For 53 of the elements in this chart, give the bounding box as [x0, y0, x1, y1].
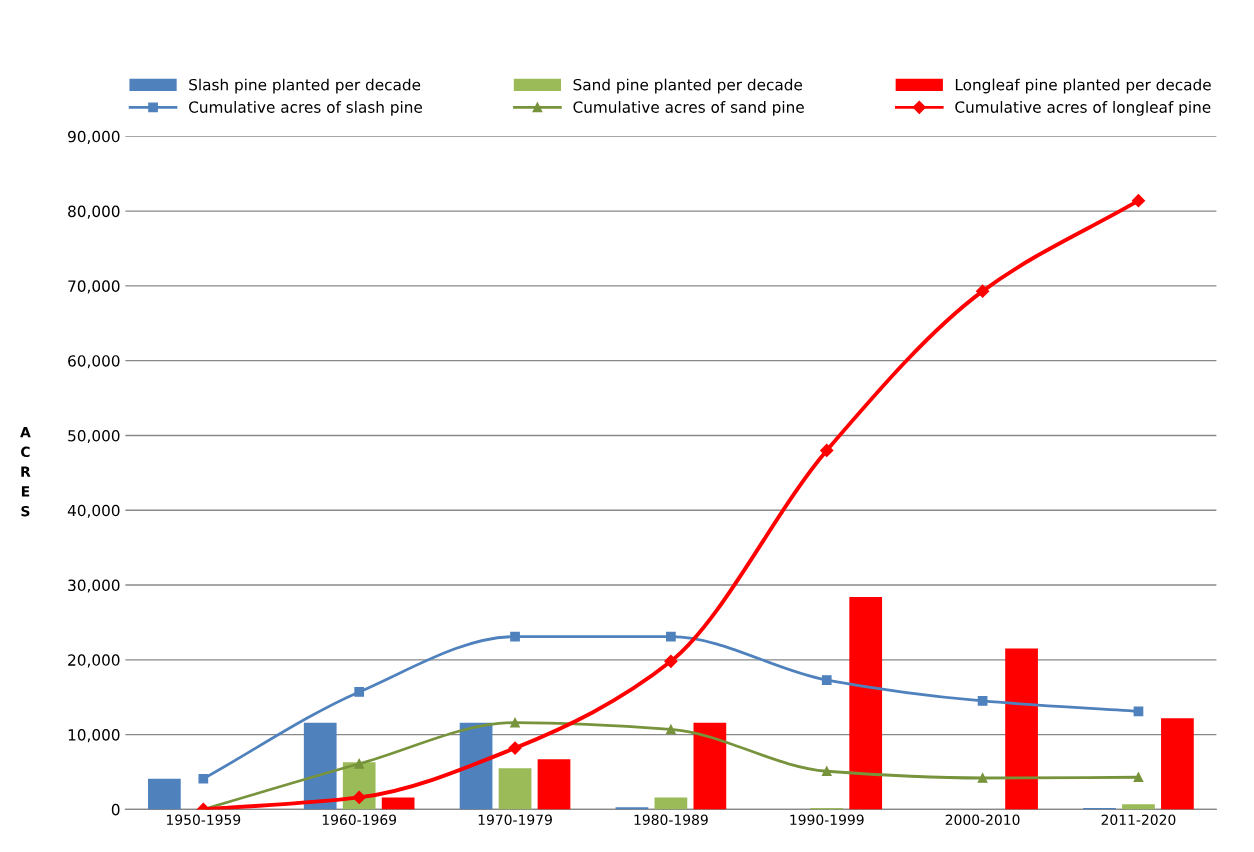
point	[1133, 772, 1144, 783]
point	[198, 773, 209, 784]
bar	[1005, 648, 1038, 810]
bar	[498, 768, 532, 810]
bar	[693, 722, 727, 810]
point	[821, 766, 832, 777]
y-tick-label: 50,000	[68, 429, 120, 444]
point	[820, 443, 834, 458]
point	[352, 790, 366, 805]
legend-label: Sand pine planted per decade	[573, 78, 803, 94]
point	[354, 758, 365, 769]
y-tick-label: 90,000	[68, 130, 120, 144]
x-tick-label: 1990-1999	[790, 814, 864, 826]
point	[666, 724, 676, 735]
point	[666, 631, 676, 642]
bar	[1161, 718, 1194, 810]
y-tick-label: 30,000	[68, 579, 120, 593]
x-tick-label: 2011-2020	[1101, 814, 1176, 826]
bar	[537, 759, 571, 810]
y-tick-label: 20,000	[68, 654, 120, 668]
x-tick-label: 1960-1969	[322, 814, 397, 826]
point	[510, 631, 520, 642]
point	[664, 654, 678, 668]
point	[510, 717, 520, 728]
point	[354, 687, 365, 697]
bar	[148, 778, 181, 810]
y-tick-label: 0	[111, 803, 120, 816]
point	[821, 675, 832, 685]
y-tick-label: 70,000	[68, 280, 120, 294]
point	[1131, 194, 1146, 208]
point	[977, 696, 988, 706]
legend-label: Cumulative acres of sand pine	[573, 101, 804, 116]
y-tick-label: 40,000	[67, 504, 120, 518]
legend-label: Cumulative acres of slash pine	[189, 101, 423, 116]
y-axis-title: ACRES	[20, 427, 31, 517]
bar	[1122, 804, 1155, 810]
x-tick-label: 1980-1989	[634, 814, 708, 826]
bar	[381, 797, 415, 810]
legend-label: Cumulative acres of longleaf pine	[955, 101, 1211, 116]
point	[976, 284, 990, 298]
x-tick-label: 1970-1979	[478, 814, 552, 826]
legend-label: Longleaf pine planted per decade	[955, 78, 1211, 94]
bar	[849, 597, 883, 810]
x-tick-label: 1950-1959	[167, 814, 241, 826]
bar	[303, 722, 337, 810]
y-tick-label: 80,000	[68, 205, 120, 219]
point	[977, 773, 988, 783]
y-tick-label: 10,000	[68, 729, 120, 743]
x-tick-label: 2000-2010	[945, 814, 1020, 826]
bar	[654, 797, 688, 810]
legend-label: Slash pine planted per decade	[189, 78, 421, 94]
point	[508, 741, 522, 755]
y-tick-label: 60,000	[68, 355, 120, 369]
